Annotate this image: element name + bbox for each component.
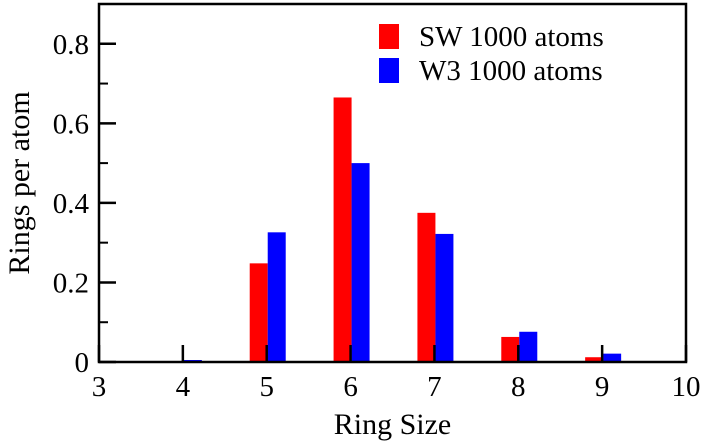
legend-label-w3: W3 1000 atoms: [419, 55, 603, 87]
y-tick-label: 0.8: [53, 29, 89, 61]
y-tick-label: 0.2: [53, 267, 89, 299]
bar-w3-5: [267, 232, 286, 362]
bar-w3-9: [603, 353, 622, 362]
y-axis-label: Rings per atom: [3, 91, 36, 274]
bars-layer: [183, 97, 622, 362]
x-tick-label: 6: [343, 371, 358, 403]
legend-swatch-sw: [379, 24, 399, 49]
x-tick-label: 3: [92, 371, 107, 403]
bar-sw-9: [585, 357, 604, 362]
x-tick-label: 5: [259, 371, 274, 403]
ticks-layer: [97, 42, 688, 364]
y-tick-label: 0.4: [53, 188, 90, 220]
x-axis-label: Ring Size: [334, 408, 452, 441]
y-tick-label: 0.6: [53, 108, 89, 140]
bar-sw-5: [249, 263, 268, 362]
legend-label-sw: SW 1000 atoms: [419, 21, 604, 53]
bar-w3-7: [435, 233, 454, 362]
y-tick-label: 0: [75, 347, 90, 379]
bar-sw-8: [501, 336, 520, 362]
x-tick-label: 4: [176, 371, 191, 403]
bar-sw-7: [417, 212, 436, 362]
legend-swatch-w3: [379, 58, 399, 83]
bar-w3-6: [351, 163, 370, 362]
x-tick-label: 7: [427, 371, 442, 403]
bar-w3-8: [519, 331, 538, 362]
x-tick-label: 9: [595, 371, 610, 403]
x-tick-label: 10: [672, 371, 701, 403]
x-tick-label: 8: [511, 371, 526, 403]
tick-labels-layer: 3 4 5 6 7 8 9 10 0 0.2 0.4 0.6 0.8: [53, 29, 701, 403]
bar-sw-6: [333, 97, 352, 362]
plot-frame: [97, 2, 688, 364]
